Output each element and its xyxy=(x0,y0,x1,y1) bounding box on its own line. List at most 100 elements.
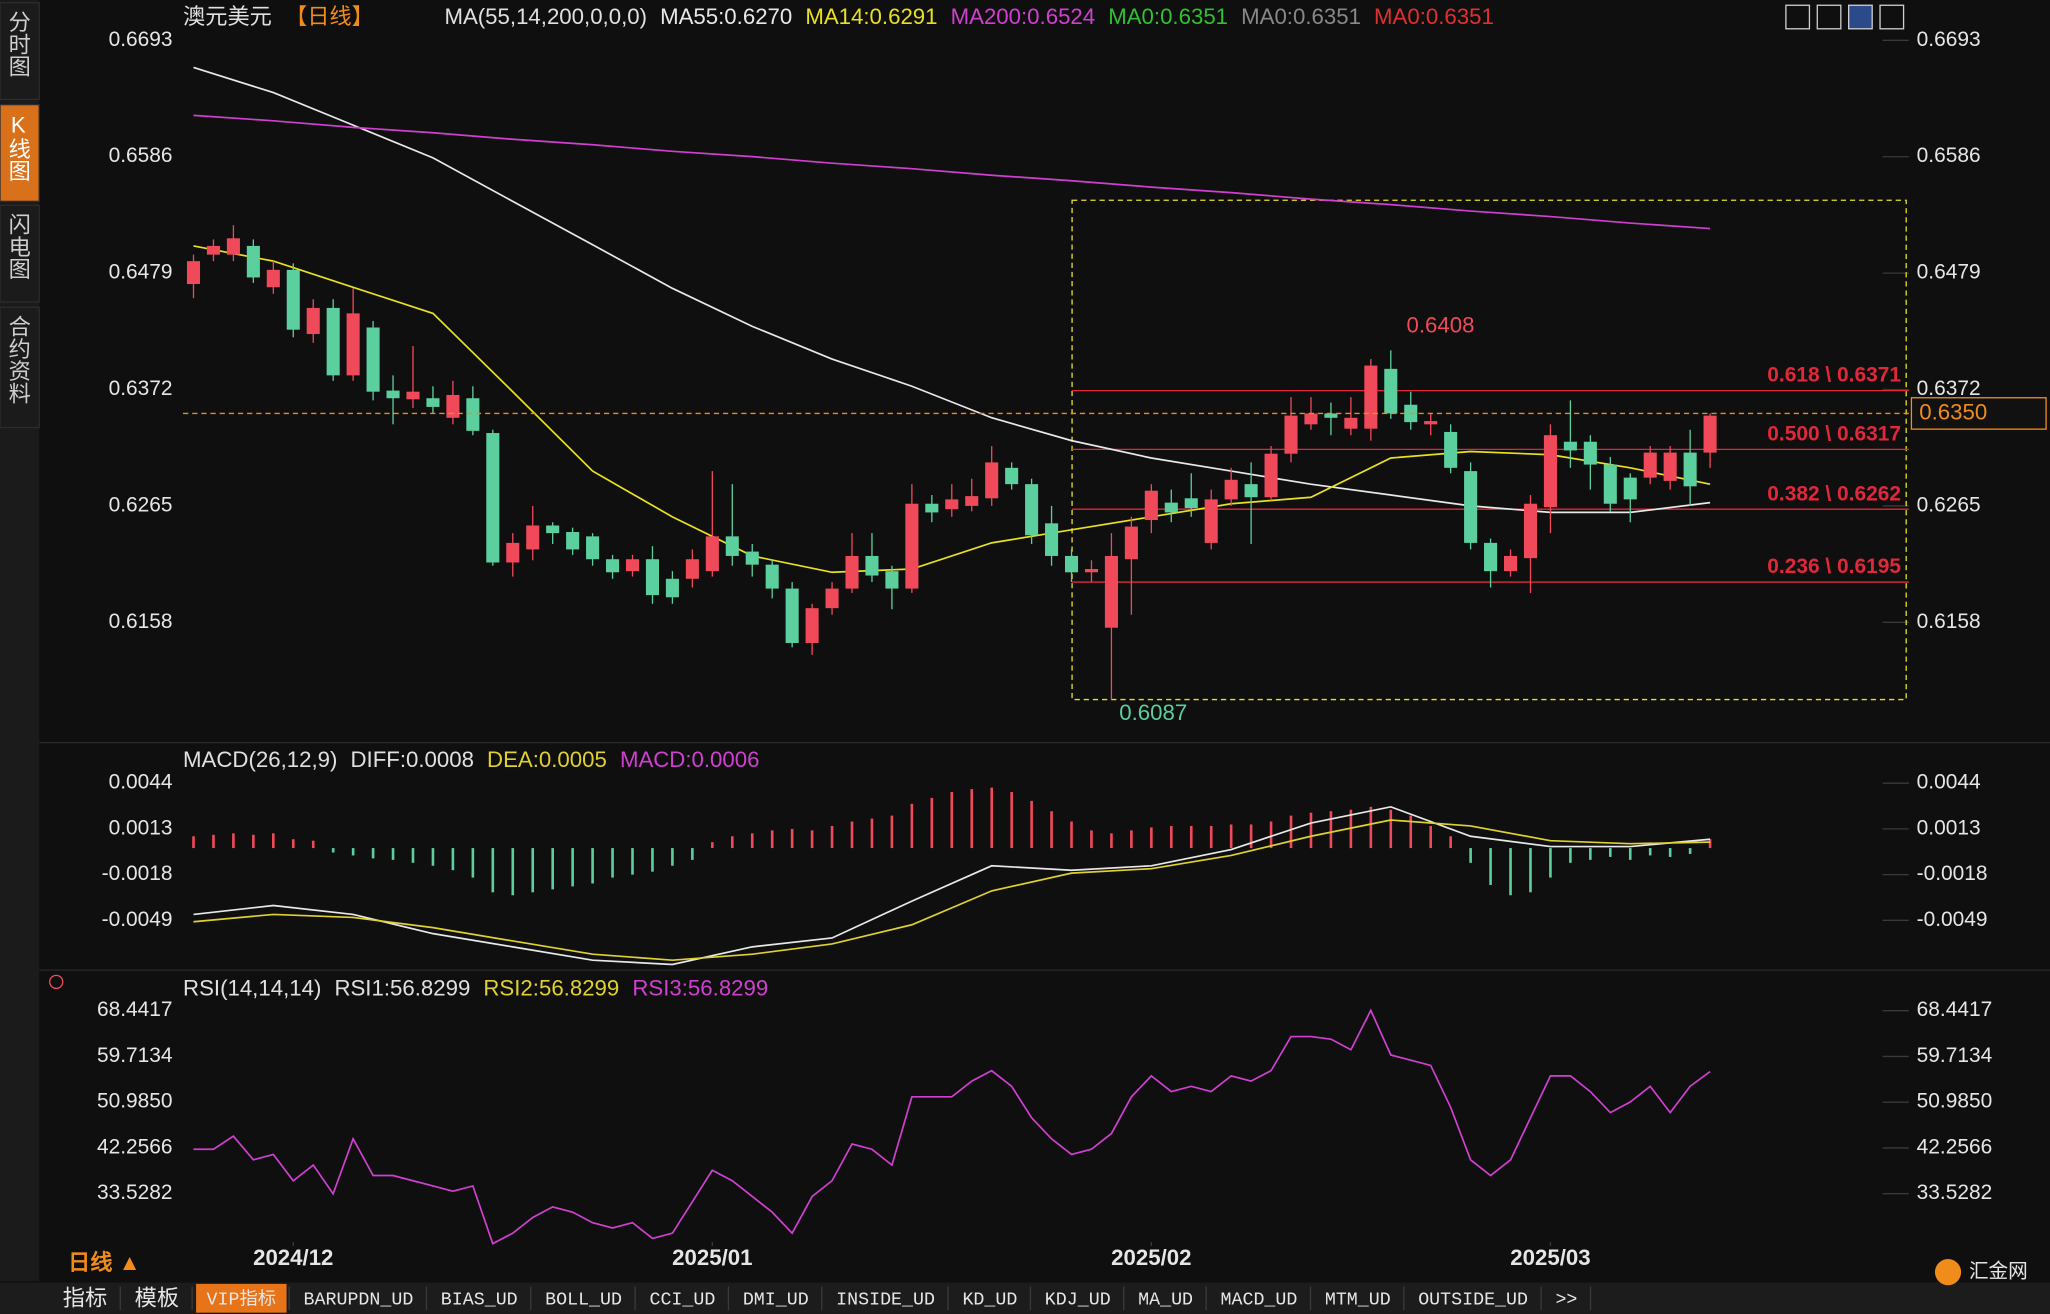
y-tick-label: 33.5282 xyxy=(97,1181,173,1204)
candle-body xyxy=(186,261,201,284)
toolbar-icon[interactable] xyxy=(1848,4,1873,30)
legend-item: 【日线】 xyxy=(285,4,374,29)
candle-body xyxy=(625,559,640,572)
sidebar-tab[interactable] xyxy=(0,1,40,101)
bottom-tab-label[interactable]: VIP指标 xyxy=(207,1288,277,1310)
candle-body xyxy=(925,503,939,513)
bottom-tab-label[interactable]: >> xyxy=(1555,1290,1577,1310)
candle-body xyxy=(1264,453,1278,498)
candle-body xyxy=(1663,452,1677,481)
sidebar-tab[interactable] xyxy=(0,204,40,303)
bottom-tab-label[interactable]: MTM_UD xyxy=(1325,1290,1391,1310)
bottom-tab[interactable] xyxy=(1314,1283,1402,1313)
bottom-tab-label[interactable]: MA_UD xyxy=(1138,1290,1193,1310)
candle-body xyxy=(1623,477,1637,500)
last-price-box xyxy=(1910,397,2047,430)
bottom-tab-label[interactable]: BIAS_UD xyxy=(441,1290,518,1310)
sidebar-tab[interactable] xyxy=(0,306,40,429)
bottom-tab-label[interactable]: CCI_UD xyxy=(649,1290,715,1310)
legend-item: MA0:0.6351 xyxy=(1108,4,1228,29)
low-label: 0.6087 xyxy=(1119,700,1187,725)
bottom-tab-label[interactable]: OUTSIDE_UD xyxy=(1418,1290,1528,1310)
legend-item: DEA:0.0005 xyxy=(487,747,607,772)
sidebar-tab[interactable] xyxy=(0,103,40,203)
bottom-tab[interactable] xyxy=(1034,1283,1122,1313)
y-tick-label: 68.4417 xyxy=(1917,998,1993,1021)
settings-icon[interactable] xyxy=(49,974,64,990)
bottom-tab[interactable] xyxy=(52,1283,118,1313)
toolbar-icon[interactable] xyxy=(1785,4,1811,30)
bottom-tab[interactable] xyxy=(1127,1283,1204,1313)
candle-body xyxy=(865,555,879,576)
candle-body xyxy=(366,327,380,392)
bottom-tab-label[interactable]: MACD_UD xyxy=(1221,1290,1298,1310)
candle-body xyxy=(1543,435,1557,507)
toolbar-icon[interactable] xyxy=(1816,4,1842,30)
bottom-tab[interactable] xyxy=(951,1283,1028,1313)
candle-body xyxy=(446,394,460,418)
y-tick-label: 0.6693 xyxy=(1917,28,1981,51)
legend-item: DIFF:0.0008 xyxy=(350,747,473,772)
candle-body xyxy=(1244,484,1258,498)
candle-body xyxy=(1104,555,1118,628)
legend-item: MA0:0.6351 xyxy=(1374,4,1494,29)
bottom-tab-label[interactable]: INSIDE_UD xyxy=(836,1290,935,1310)
y-tick-label: 0.6158 xyxy=(1917,610,1981,633)
bottom-tab[interactable] xyxy=(1407,1283,1539,1313)
y-tick-label: 0.6586 xyxy=(109,144,173,167)
bottom-tab-label[interactable]: BARUPDN_UD xyxy=(304,1290,414,1310)
logo-icon xyxy=(1934,1259,1962,1286)
candle-body xyxy=(1464,471,1478,543)
bottom-tab[interactable] xyxy=(732,1283,820,1313)
bottom-tab[interactable] xyxy=(825,1283,946,1313)
bottom-tab-label[interactable]: BOLL_UD xyxy=(545,1290,622,1310)
bottom-tab[interactable] xyxy=(196,1283,287,1313)
bottom-tab[interactable] xyxy=(639,1283,726,1313)
candle-body xyxy=(466,398,480,431)
legend-item: RSI3:56.8299 xyxy=(632,976,768,1001)
candle-body xyxy=(665,578,679,598)
candle-body xyxy=(606,559,620,573)
candle-body xyxy=(1444,431,1458,468)
y-tick-label: 0.0013 xyxy=(109,816,173,839)
sidebar-tab-label[interactable]: 闪电图 xyxy=(6,213,31,280)
fib-label: 0.382 \ 0.6262 xyxy=(1767,482,1901,505)
period-label[interactable]: 日线 ▲ xyxy=(68,1249,141,1275)
sidebar-tab-label[interactable]: 合约资料 xyxy=(6,315,31,405)
y-tick-label: 42.2566 xyxy=(1917,1135,1993,1158)
candle-body xyxy=(845,555,859,589)
bottom-tab[interactable] xyxy=(1210,1283,1308,1313)
candle-body xyxy=(1304,413,1318,425)
bottom-tab[interactable] xyxy=(293,1283,424,1313)
candle-body xyxy=(326,307,340,376)
bottom-tab[interactable] xyxy=(124,1283,190,1313)
candle-body xyxy=(685,559,699,579)
sidebar-tab-label[interactable]: K线图 xyxy=(6,112,31,182)
macd-line xyxy=(193,819,1711,962)
candle-body xyxy=(546,525,560,534)
bottom-tab-label[interactable]: KD_UD xyxy=(962,1290,1017,1310)
legend-item: RSI(14,14,14) xyxy=(183,976,321,1001)
candle-body xyxy=(266,269,280,288)
ma-line xyxy=(193,245,1711,574)
bottom-tab-label[interactable]: DMI_UD xyxy=(743,1290,809,1310)
y-tick-label: 0.6479 xyxy=(1917,261,1981,284)
candle-body xyxy=(566,532,580,550)
candle-body xyxy=(885,571,899,589)
y-tick-label: 59.7134 xyxy=(1917,1044,1993,1067)
bottom-tab-label[interactable]: 指标 xyxy=(63,1285,107,1310)
sidebar-tab-label[interactable]: 分时图 xyxy=(6,10,31,77)
candle-body xyxy=(705,536,719,572)
bottom-tab[interactable] xyxy=(430,1283,529,1313)
bottom-tab-label[interactable]: KDJ_UD xyxy=(1045,1290,1111,1310)
candle-body xyxy=(386,390,400,399)
bottom-tab-label[interactable]: 模板 xyxy=(135,1285,179,1310)
candle-body xyxy=(725,536,739,556)
candle-body xyxy=(286,269,300,330)
bottom-tab[interactable] xyxy=(534,1283,633,1313)
candle-body xyxy=(1703,415,1717,453)
toolbar-icon[interactable] xyxy=(1879,4,1905,30)
bottom-tab[interactable] xyxy=(1545,1283,1588,1313)
